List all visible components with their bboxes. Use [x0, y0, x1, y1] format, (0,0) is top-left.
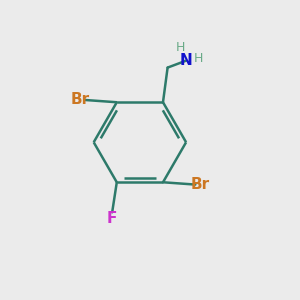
- Text: F: F: [107, 211, 117, 226]
- Text: H: H: [176, 41, 185, 55]
- Text: H: H: [194, 52, 203, 65]
- Text: Br: Br: [70, 92, 89, 107]
- Text: Br: Br: [190, 177, 209, 192]
- Text: N: N: [180, 53, 193, 68]
